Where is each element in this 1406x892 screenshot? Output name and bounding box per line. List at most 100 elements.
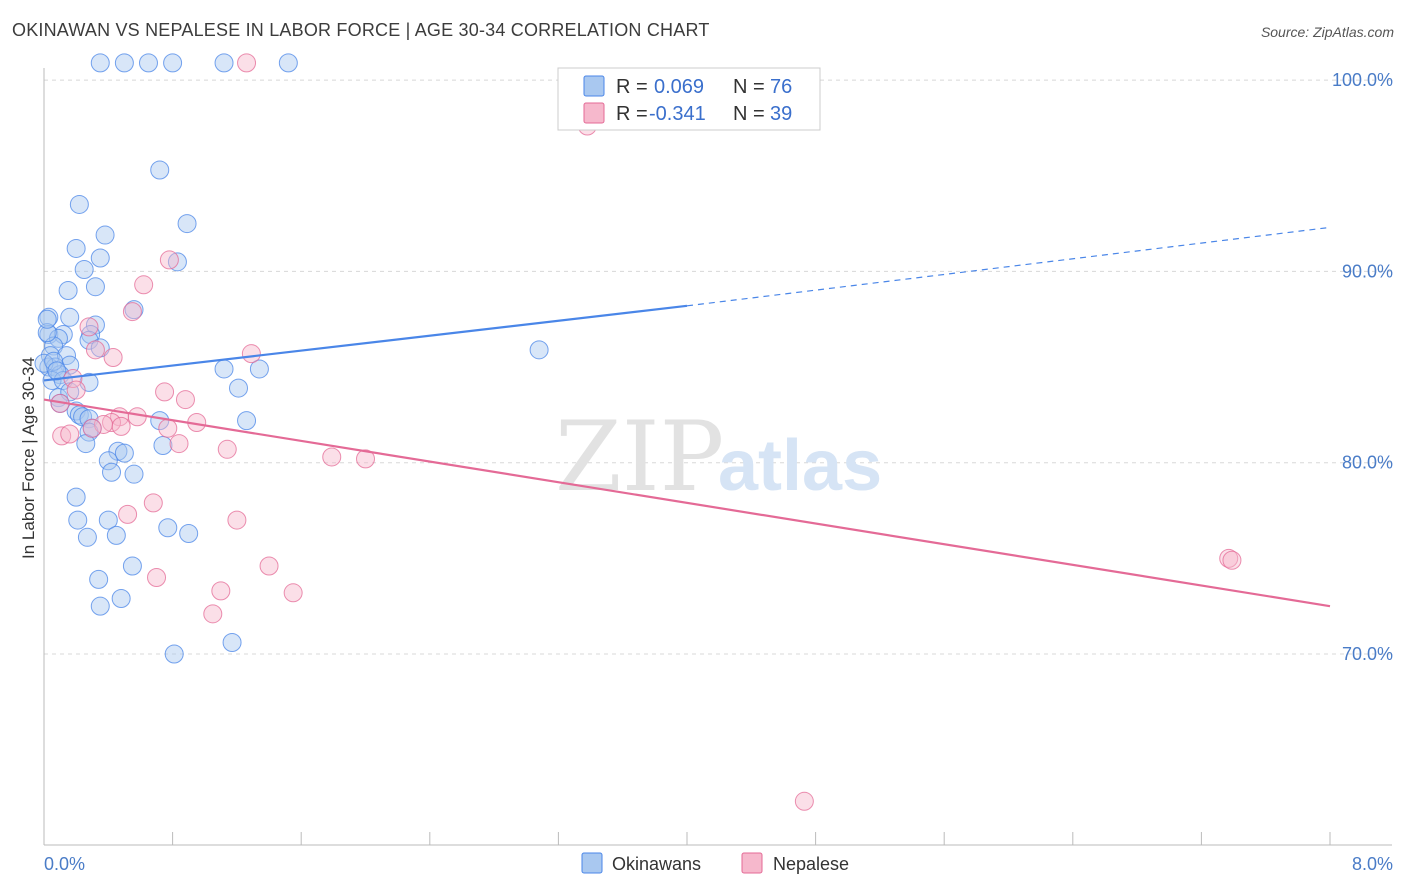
nepalese-point: [794, 791, 814, 811]
legend-r-label-nepalese: R =: [616, 103, 648, 125]
nepalese-point: [217, 439, 237, 459]
nepalese-point: [143, 493, 163, 513]
okinawans-point: [179, 523, 199, 543]
legend-swatch-nepalese: [583, 102, 605, 124]
okinawans-point: [111, 589, 131, 609]
chart-title: OKINAWAN VS NEPALESE IN LABOR FORCE | AG…: [12, 20, 710, 40]
okinawans-point: [69, 194, 89, 214]
okinawans-point: [66, 487, 86, 507]
okinawans-point: [90, 596, 110, 616]
okinawans-point: [122, 556, 142, 576]
nepalese-point: [155, 382, 175, 402]
data-points: [34, 53, 1242, 811]
nepalese-point: [283, 583, 303, 603]
okinawans-point: [529, 340, 549, 360]
nepalese-point: [241, 344, 261, 364]
okinawans-point: [164, 644, 184, 664]
nepalese-point: [203, 604, 223, 624]
nepalese-point: [175, 390, 195, 410]
nepalese-point: [134, 275, 154, 295]
okinawans-point: [68, 510, 88, 530]
nepalese-point: [147, 567, 167, 587]
okinawans-point: [77, 527, 97, 547]
okinawans-point: [222, 633, 242, 653]
nepalese-point: [111, 416, 131, 436]
y-tick-label: 90.0%: [1342, 261, 1393, 281]
okinawans-point: [158, 518, 178, 538]
legend-n-value-okinawans: 76: [770, 76, 792, 98]
okinawans-point: [79, 330, 99, 350]
legend-n-value-nepalese: 39: [770, 103, 792, 125]
okinawans-point: [53, 370, 73, 390]
okinawans-point: [229, 378, 249, 398]
series-legend-swatch-nepalese: [741, 852, 763, 874]
okinawans-point: [163, 53, 183, 73]
y-tick-label: 80.0%: [1342, 453, 1393, 473]
okinawans-point: [90, 248, 110, 268]
nepalese-point: [1222, 550, 1242, 570]
okinawans-point: [150, 160, 170, 180]
legend-swatch-okinawans: [583, 75, 605, 97]
okinawans-trend-line: [43, 304, 688, 382]
okinawans-point: [249, 359, 269, 379]
nepalese-point: [237, 53, 257, 73]
okinawans-point: [177, 214, 197, 234]
nepalese-point: [259, 556, 279, 576]
nepalese-point: [227, 510, 247, 530]
x-tick-label: 0.0%: [44, 854, 85, 874]
nepalese-point: [169, 434, 189, 454]
okinawans-point: [66, 238, 86, 258]
series-legend-label-nepalese: Nepalese: [773, 854, 849, 874]
legend-n-label-nepalese: N =: [733, 103, 765, 125]
okinawans-point: [90, 53, 110, 73]
okinawans-point: [108, 441, 128, 461]
series-legend: Okinawans Nepalese: [581, 852, 849, 874]
okinawans-point: [106, 525, 126, 545]
nepalese-trend-line: [43, 398, 1331, 608]
okinawans-point: [85, 277, 105, 297]
okinawans-point: [98, 510, 118, 530]
stats-legend: R = 0.069 N = 76 R = -0.341 N = 39: [557, 67, 821, 131]
chart-source: Source: ZipAtlas.com: [1260, 24, 1394, 40]
nepalese-point: [159, 250, 179, 270]
okinawans-point: [124, 464, 144, 484]
y-tick-label: 70.0%: [1342, 644, 1393, 664]
nepalese-point: [122, 302, 142, 322]
nepalese-point: [102, 413, 122, 433]
nepalese-point: [1219, 548, 1239, 568]
nepalese-point: [158, 418, 178, 438]
okinawans-point: [114, 443, 134, 463]
okinawans-point: [89, 569, 109, 589]
okinawans-point: [74, 259, 94, 279]
gridlines: [44, 79, 1392, 655]
nepalese-point: [66, 380, 86, 400]
x-tick-label: 8.0%: [1352, 854, 1393, 874]
series-legend-swatch-okinawans: [581, 852, 603, 874]
tick-labels: 70.0% 80.0% 90.0% 100.0% 0.0% 8.0%: [44, 70, 1393, 874]
nepalese-point: [103, 347, 123, 367]
nepalese-point: [79, 317, 99, 337]
legend-r-value-nepalese: -0.341: [649, 103, 706, 125]
okinawans-point: [102, 462, 122, 482]
okinawans-point: [138, 53, 158, 73]
series-legend-label-okinawans: Okinawans: [612, 854, 701, 874]
okinawans-trend-extension: [686, 226, 1331, 307]
nepalese-point: [127, 407, 147, 427]
okinawans-point: [60, 307, 80, 327]
nepalese-point: [85, 340, 105, 360]
okinawans-point: [95, 225, 115, 245]
axes: [43, 68, 1392, 846]
legend-r-label-okinawans: R =: [616, 76, 648, 98]
trend-lines: [43, 226, 1331, 608]
okinawans-point: [37, 323, 57, 343]
legend-r-value-okinawans: 0.069: [654, 76, 704, 98]
okinawans-point: [167, 252, 187, 272]
nepalese-point: [322, 447, 342, 467]
nepalese-point: [52, 426, 72, 446]
y-axis-label: In Labor Force | Age 30-34: [19, 357, 38, 559]
okinawans-point: [237, 411, 257, 431]
nepalese-point: [82, 418, 102, 438]
okinawans-point: [153, 435, 173, 455]
nepalese-point: [118, 504, 138, 524]
